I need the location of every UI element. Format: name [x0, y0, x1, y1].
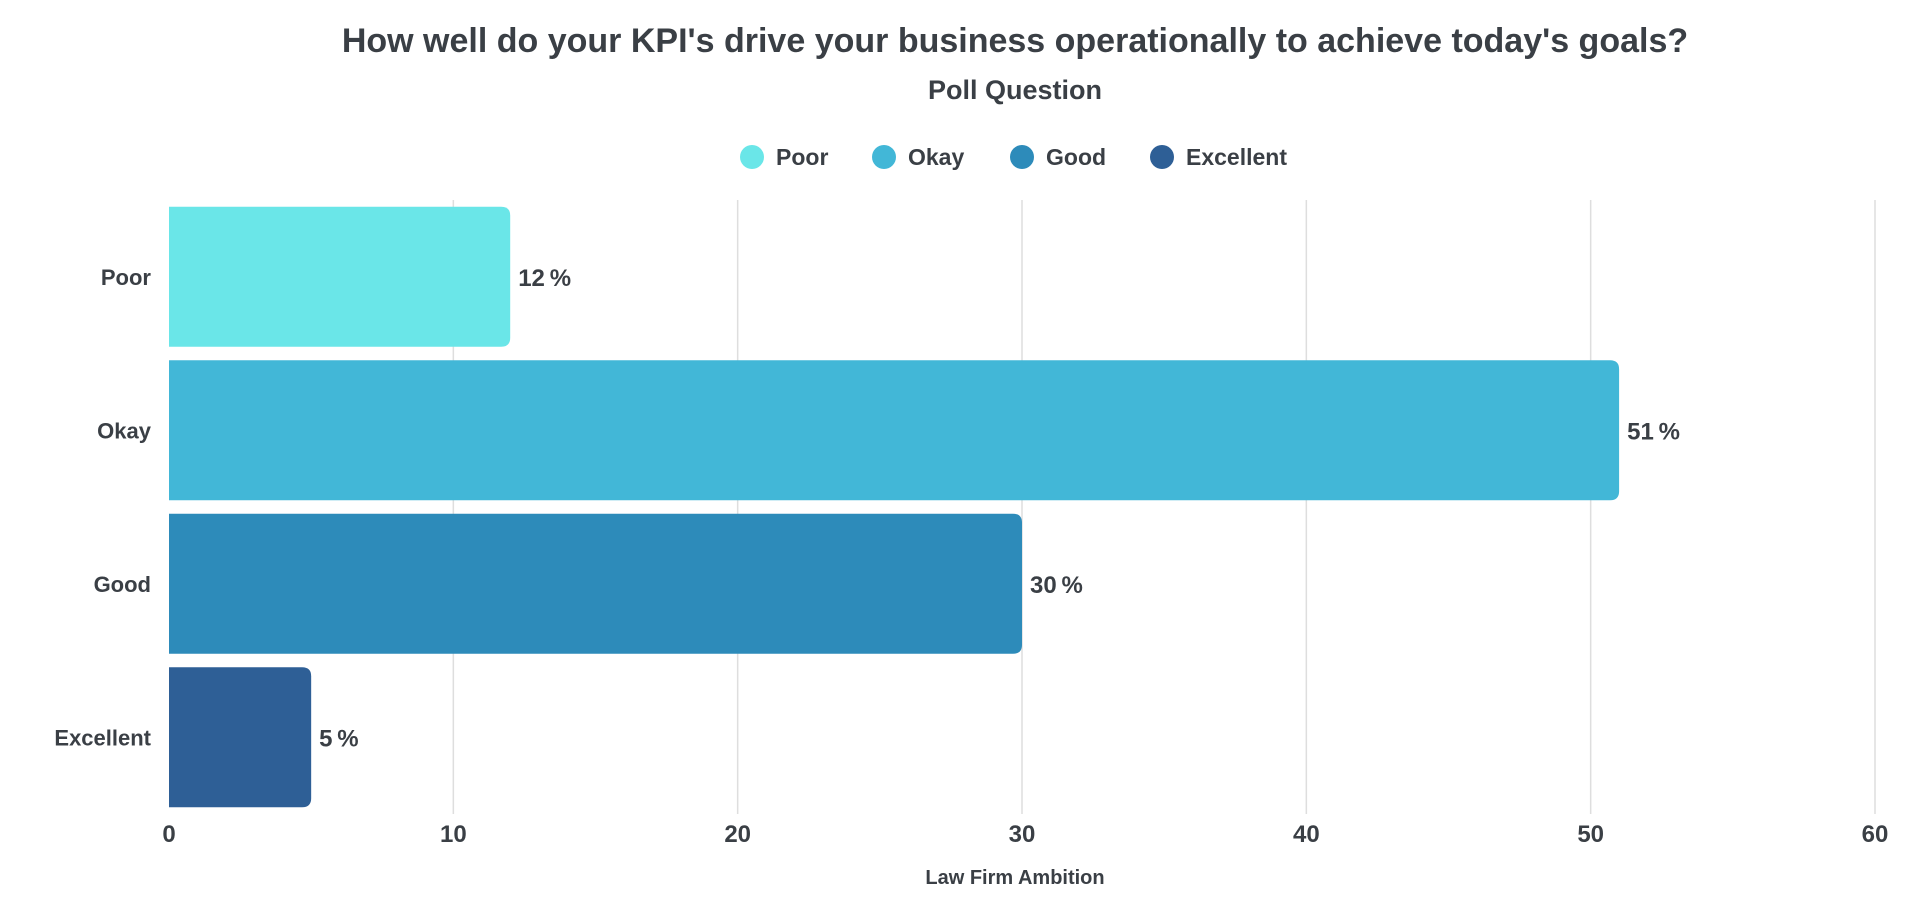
data-label-poor: 12 % — [518, 265, 571, 292]
bars — [169, 206, 1620, 808]
x-tick-label-10: 10 — [440, 821, 467, 848]
legend-label-poor: Poor — [776, 144, 828, 170]
y-category-label-excellent: Excellent — [54, 725, 151, 750]
legend-label-good: Good — [1046, 144, 1106, 170]
chart-title: How well do your KPI's drive your busine… — [342, 22, 1688, 60]
data-label-okay: 51 % — [1627, 418, 1680, 445]
bar-excellent — [169, 667, 312, 808]
bar-poor — [169, 206, 511, 347]
category-labels: Poor Okay Good Excellent — [54, 265, 151, 751]
x-tick-label-50: 50 — [1577, 821, 1604, 848]
x-tick-label-40: 40 — [1293, 821, 1320, 848]
legend-marker-excellent — [1150, 145, 1174, 169]
bar-good — [169, 513, 1022, 654]
x-tick-label-20: 20 — [724, 821, 751, 848]
data-labels: 12 % 51 % 30 % 5 % — [319, 265, 1680, 753]
data-label-good: 30 % — [1030, 572, 1083, 599]
x-tick-label-60: 60 — [1862, 821, 1889, 848]
legend-marker-poor — [740, 145, 764, 169]
chart-subtitle: Poll Question — [928, 75, 1102, 105]
x-axis-title: Law Firm Ambition — [925, 867, 1104, 889]
legend: Poor Okay Good Excellent — [740, 144, 1287, 170]
tick-labels: 0 10 20 30 40 50 60 — [162, 821, 1888, 848]
legend-label-okay: Okay — [908, 144, 964, 170]
y-category-label-good: Good — [94, 572, 151, 597]
legend-label-excellent: Excellent — [1186, 144, 1287, 170]
bar-okay — [169, 360, 1620, 501]
data-label-excellent: 5 % — [319, 725, 359, 752]
x-tick-label-0: 0 — [162, 821, 175, 848]
legend-marker-okay — [872, 145, 896, 169]
gridlines — [452, 200, 1876, 814]
legend-marker-good — [1010, 145, 1034, 169]
x-tick-label-30: 30 — [1009, 821, 1036, 848]
y-category-label-okay: Okay — [97, 418, 152, 443]
y-category-label-poor: Poor — [101, 265, 152, 290]
